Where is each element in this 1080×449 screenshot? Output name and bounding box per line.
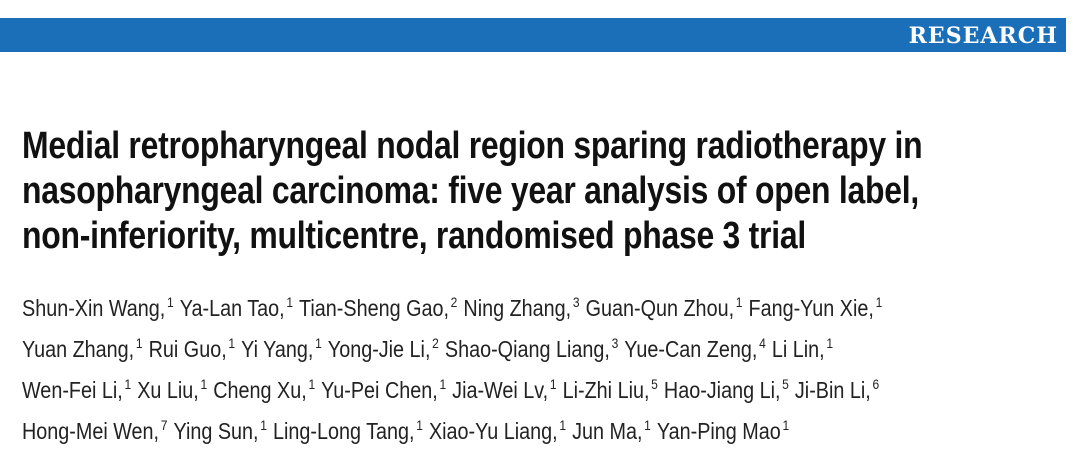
- title-line: nasopharyngeal carcinoma: five year anal…: [22, 170, 919, 212]
- author-name: Ya-Lan Tao,: [179, 295, 285, 321]
- author: Hao-Jiang Li, 5: [663, 376, 789, 403]
- author: Wen-Fei Li, 1: [22, 376, 132, 403]
- author: Shun-Xin Wang, 1: [22, 294, 174, 321]
- affiliation-number: 1: [286, 294, 294, 310]
- affiliation-number: 7: [160, 417, 168, 433]
- author-name: Yue-Can Zeng,: [624, 336, 758, 362]
- author-line: Hong-Mei Wen, 7 Ying Sun, 1 Ling-Long Tang, 1…: [22, 408, 1054, 449]
- page: RESEARCH Medial retropharyngeal nodal re…: [0, 18, 1066, 444]
- author-line: Yuan Zhang, 1 Rui Guo, 1 Yi Yang, 1 Yong-Jie L…: [22, 326, 1054, 367]
- author-name: Wen-Fei Li,: [22, 377, 123, 403]
- affiliation-number: 1: [875, 294, 883, 310]
- author: Fang-Yun Xie, 1: [748, 294, 883, 321]
- author-name: Rui Guo,: [148, 336, 227, 362]
- author: Hong-Mei Wen, 7: [22, 417, 168, 444]
- affiliation-number: 1: [644, 417, 651, 433]
- affiliation-number: 3: [572, 294, 580, 310]
- author-name: Ning Zhang,: [463, 295, 572, 321]
- affiliation-number: 1: [228, 335, 236, 351]
- title-line: non-inferiority, multicentre, randomised…: [22, 215, 806, 257]
- author: Cheng Xu, 1: [213, 376, 316, 403]
- affiliation-number: 1: [135, 335, 143, 351]
- author-name: Xu Liu,: [137, 377, 199, 403]
- affiliation-number: 1: [167, 294, 174, 310]
- section-banner: RESEARCH: [0, 18, 1066, 52]
- author-name: Yuan Zhang,: [22, 336, 135, 362]
- author: Xiao-Yu Liang, 1: [428, 417, 567, 444]
- author: Shao-Qiang Liang, 3: [444, 335, 619, 362]
- author-name: Li-Zhi Liu,: [562, 377, 650, 403]
- affiliation-number: 1: [735, 294, 743, 310]
- author-name: Yu-Pei Chen,: [321, 377, 438, 403]
- author-name: Yong-Jie Li,: [327, 336, 431, 362]
- affiliation-number: 1: [308, 376, 316, 392]
- author-name: Hong-Mei Wen,: [22, 418, 160, 444]
- section-label: RESEARCH: [908, 23, 1058, 49]
- author: Yue-Can Zeng, 4: [624, 335, 766, 362]
- affiliation-number: 3: [611, 335, 619, 351]
- author-name: Yan-Ping Mao: [656, 418, 781, 444]
- author: Ya-Lan Tao, 1: [179, 294, 294, 321]
- author-name: Xiao-Yu Liang,: [428, 418, 558, 444]
- affiliation-number: 2: [450, 294, 458, 310]
- author-name: Shun-Xin Wang,: [22, 295, 166, 321]
- author: Yan-Ping Mao 1: [656, 417, 790, 444]
- affiliation-number: 5: [782, 376, 789, 392]
- author: Yong-Jie Li, 2: [327, 335, 439, 362]
- author: Ning Zhang, 3: [463, 294, 580, 321]
- author-name: Cheng Xu,: [213, 377, 307, 403]
- affiliation-number: 1: [260, 417, 267, 433]
- affiliation-number: 5: [651, 376, 658, 392]
- title-line: Medial retropharyngeal nodal region spar…: [22, 125, 923, 167]
- author-list: Shun-Xin Wang, 1 Ya-Lan Tao, 1 Tian-Sheng Ga…: [22, 285, 1054, 449]
- affiliation-number: 6: [872, 376, 880, 392]
- author: Ji-Bin Li, 6: [794, 376, 880, 403]
- author-name: Fang-Yun Xie,: [748, 295, 874, 321]
- author: Guan-Qun Zhou, 1: [585, 294, 743, 321]
- author: Tian-Sheng Gao, 2: [299, 294, 458, 321]
- author-name: Shao-Qiang Liang,: [444, 336, 610, 362]
- affiliation-number: 1: [439, 376, 447, 392]
- author: Jun Ma, 1: [572, 417, 651, 444]
- author: Ying Sun, 1: [173, 417, 267, 444]
- author-line: Shun-Xin Wang, 1 Ya-Lan Tao, 1 Tian-Sheng Ga…: [22, 285, 1054, 326]
- author: Li-Zhi Liu, 5: [562, 376, 658, 403]
- affiliation-number: 2: [432, 335, 439, 351]
- author: Li Lin, 1: [771, 335, 834, 362]
- author: Yi Yang, 1: [241, 335, 322, 362]
- article-title: Medial retropharyngeal nodal region spar…: [22, 124, 1030, 259]
- author: Jia-Wei Lv, 1: [452, 376, 557, 403]
- author-name: Tian-Sheng Gao,: [299, 295, 449, 321]
- author: Yu-Pei Chen, 1: [321, 376, 447, 403]
- author-name: Li Lin,: [771, 336, 825, 362]
- author: Xu Liu, 1: [137, 376, 208, 403]
- author-name: Ji-Bin Li,: [794, 377, 871, 403]
- author-name: Guan-Qun Zhou,: [585, 295, 735, 321]
- author-line: Wen-Fei Li, 1 Xu Liu, 1 Cheng Xu, 1 Yu-Pei Che…: [22, 367, 1054, 408]
- author: Yuan Zhang, 1: [22, 335, 143, 362]
- affiliation-number: 1: [782, 417, 790, 433]
- author: Ling-Long Tang, 1: [272, 417, 423, 444]
- affiliation-number: 1: [559, 417, 567, 433]
- affiliation-number: 1: [315, 335, 322, 351]
- affiliation-number: 1: [549, 376, 557, 392]
- author-name: Ying Sun,: [173, 418, 259, 444]
- affiliation-number: 1: [416, 417, 423, 433]
- author-name: Ling-Long Tang,: [272, 418, 415, 444]
- affiliation-number: 1: [826, 335, 834, 351]
- author-name: Hao-Jiang Li,: [663, 377, 781, 403]
- author-name: Yi Yang,: [241, 336, 314, 362]
- affiliation-number: 4: [759, 335, 766, 351]
- affiliation-number: 1: [200, 376, 208, 392]
- author-name: Jia-Wei Lv,: [452, 377, 549, 403]
- author: Rui Guo, 1: [148, 335, 236, 362]
- affiliation-number: 1: [124, 376, 132, 392]
- author-name: Jun Ma,: [572, 418, 643, 444]
